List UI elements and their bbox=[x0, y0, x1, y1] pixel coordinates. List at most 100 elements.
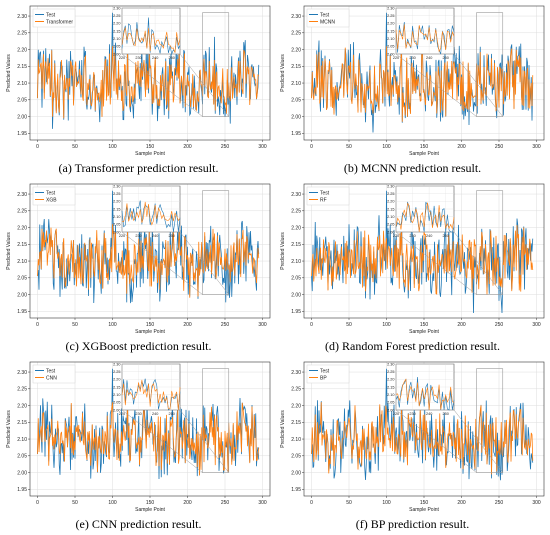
x-tick-label: 0 bbox=[310, 144, 313, 150]
inset-y-tick-label: 2.00 bbox=[113, 408, 120, 412]
inset-x-tick-label: 220 bbox=[119, 412, 125, 416]
y-tick-label: 1.95 bbox=[17, 309, 27, 315]
x-tick-label: 150 bbox=[146, 500, 155, 506]
inset-y-tick-label: 2.05 bbox=[387, 401, 394, 405]
y-tick-label: 2.00 bbox=[17, 470, 27, 476]
x-tick-label: 150 bbox=[420, 500, 429, 506]
inset-y-tick-label: 2.30 bbox=[113, 362, 120, 366]
inset-y-tick-label: 2.15 bbox=[387, 207, 394, 211]
y-tick-label: 2.05 bbox=[291, 454, 301, 460]
x-axis-label: Sample Point bbox=[135, 329, 165, 335]
y-tick-label: 1.95 bbox=[291, 131, 301, 137]
legend: TestTransformer bbox=[33, 9, 75, 27]
inset-y-tick-label: 2.30 bbox=[113, 6, 120, 10]
y-axis-label: Predicted Values bbox=[280, 410, 286, 448]
inset-y-tick-label: 2.20 bbox=[387, 378, 394, 382]
inset-x-tick-label: 220 bbox=[119, 56, 125, 60]
legend-label: MCNN bbox=[320, 19, 335, 25]
x-tick-label: 0 bbox=[36, 500, 39, 506]
inset-y-tick-label: 2.15 bbox=[387, 385, 394, 389]
inset-x-tick-label: 250 bbox=[169, 56, 175, 60]
inset-x-tick-label: 230 bbox=[409, 234, 415, 238]
panel-bp: 0 50 100 150 200 250 300 1.95 2.00 2.05 2.10 2.15 2.… bbox=[276, 358, 549, 533]
inset-y-tick-label: 2.20 bbox=[113, 22, 120, 26]
y-axis-label: Predicted Values bbox=[280, 54, 286, 92]
y-tick-label: 2.15 bbox=[17, 242, 27, 248]
y-tick-label: 2.30 bbox=[17, 370, 27, 376]
x-tick-label: 250 bbox=[495, 144, 504, 150]
y-tick-label: 2.00 bbox=[17, 292, 27, 298]
legend-label: Test bbox=[320, 12, 330, 18]
y-tick-label: 2.05 bbox=[17, 454, 27, 460]
y-axis-label: Predicted Values bbox=[280, 232, 286, 270]
x-axis-label: Sample Point bbox=[409, 507, 439, 513]
y-tick-label: 2.20 bbox=[291, 225, 301, 231]
inset-y-tick-label: 2.10 bbox=[113, 37, 120, 41]
y-tick-label: 2.20 bbox=[291, 403, 301, 409]
inset-y-tick-label: 2.15 bbox=[113, 385, 120, 389]
inset-x-tick-label: 250 bbox=[443, 56, 449, 60]
inset-y-tick-label: 2.15 bbox=[387, 29, 394, 33]
x-tick-label: 50 bbox=[346, 500, 352, 506]
chart-random-forest: 0 50 100 150 200 250 300 1.95 2.00 2.05 2.10 2.15 2.… bbox=[276, 180, 549, 338]
y-tick-label: 2.15 bbox=[291, 420, 301, 426]
y-tick-label: 2.10 bbox=[17, 81, 27, 87]
legend: TestXGB bbox=[33, 187, 75, 205]
inset-y-tick-label: 2.10 bbox=[387, 215, 394, 219]
x-axis-label: Sample Point bbox=[135, 507, 165, 513]
inset-x-tick-label: 240 bbox=[426, 234, 432, 238]
x-tick-label: 50 bbox=[72, 144, 78, 150]
y-tick-label: 2.15 bbox=[291, 64, 301, 70]
chart-xgboost: 0 50 100 150 200 250 300 1.95 2.00 2.05 2.10 2.15 2.… bbox=[2, 180, 275, 338]
y-tick-label: 2.25 bbox=[17, 31, 27, 37]
panel-xgboost: 0 50 100 150 200 250 300 1.95 2.00 2.05 2.10 2.15 2.… bbox=[2, 180, 275, 355]
y-tick-label: 2.25 bbox=[291, 387, 301, 393]
y-tick-label: 2.10 bbox=[291, 437, 301, 443]
y-tick-label: 2.30 bbox=[17, 192, 27, 198]
inset-x-tick-label: 230 bbox=[409, 56, 415, 60]
legend-label: CNN bbox=[46, 375, 57, 381]
inset-x-tick-label: 240 bbox=[426, 412, 432, 416]
x-tick-label: 200 bbox=[457, 144, 466, 150]
y-tick-label: 1.95 bbox=[291, 309, 301, 315]
x-tick-label: 100 bbox=[382, 500, 391, 506]
legend-label: Test bbox=[320, 368, 330, 374]
x-tick-label: 200 bbox=[183, 322, 192, 328]
y-tick-label: 2.10 bbox=[291, 81, 301, 87]
inset-y-tick-label: 2.05 bbox=[387, 45, 394, 49]
inset: 220 230 240 250 2.00 2.05 2.10 2.15 2.20 2.25 2.30 bbox=[387, 6, 454, 60]
caption-mcnn: (b) MCNN prediction result. bbox=[276, 160, 549, 177]
inset-y-tick-label: 2.25 bbox=[113, 192, 120, 196]
y-tick-label: 2.20 bbox=[17, 403, 27, 409]
y-tick-label: 2.00 bbox=[291, 114, 301, 120]
inset-y-tick-label: 2.15 bbox=[113, 29, 120, 33]
x-tick-label: 50 bbox=[72, 500, 78, 506]
inset: 220 230 240 250 2.00 2.05 2.10 2.15 2.20 2.25 2.30 bbox=[387, 184, 454, 238]
inset-x-tick-label: 230 bbox=[135, 412, 141, 416]
y-tick-label: 2.25 bbox=[17, 387, 27, 393]
inset-y-tick-label: 2.10 bbox=[113, 393, 120, 397]
x-tick-label: 250 bbox=[495, 500, 504, 506]
inset-x-tick-label: 220 bbox=[393, 412, 399, 416]
inset-x-tick-label: 220 bbox=[119, 234, 125, 238]
x-tick-label: 300 bbox=[258, 144, 267, 150]
inset-x-tick-label: 250 bbox=[169, 412, 175, 416]
y-tick-label: 2.25 bbox=[291, 209, 301, 215]
y-tick-label: 2.00 bbox=[291, 470, 301, 476]
x-tick-label: 0 bbox=[310, 500, 313, 506]
x-tick-label: 250 bbox=[221, 322, 230, 328]
inset: 220 230 240 250 2.00 2.05 2.10 2.15 2.20 2.25 2.30 bbox=[113, 184, 180, 238]
inset-y-tick-label: 2.05 bbox=[387, 223, 394, 227]
inset-y-tick-label: 2.00 bbox=[387, 230, 394, 234]
inset-x-tick-label: 250 bbox=[169, 234, 175, 238]
inset: 220 230 240 250 2.00 2.05 2.10 2.15 2.20 2.25 2.30 bbox=[113, 6, 180, 60]
series-line-prediction bbox=[312, 46, 533, 122]
x-tick-label: 100 bbox=[108, 322, 117, 328]
x-tick-label: 200 bbox=[457, 322, 466, 328]
y-tick-label: 2.05 bbox=[291, 98, 301, 104]
inset-x-tick-label: 250 bbox=[443, 412, 449, 416]
y-tick-label: 2.10 bbox=[17, 259, 27, 265]
x-tick-label: 200 bbox=[183, 144, 192, 150]
legend-label: XGB bbox=[46, 197, 57, 203]
